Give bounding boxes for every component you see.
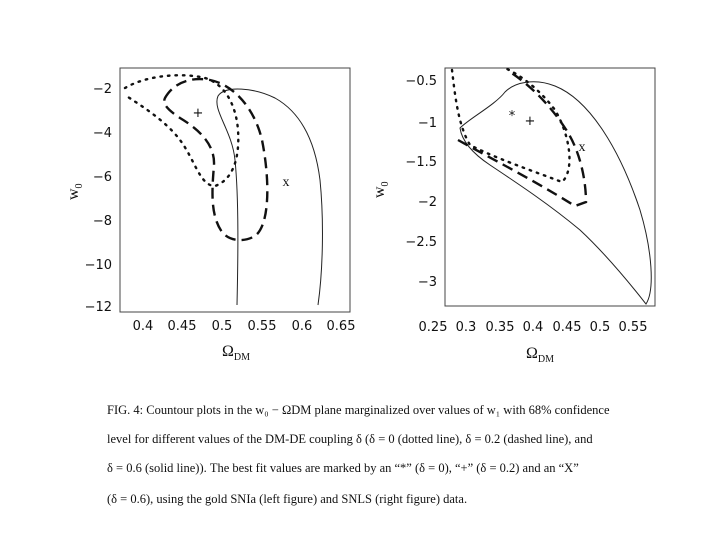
x-ticks: 0.4 0.45 0.5 0.55 0.6 0.65 xyxy=(133,319,356,334)
x-tick-label: 0.55 xyxy=(248,319,277,334)
x-axis-label: ΩDM xyxy=(222,343,250,363)
caption-line: FIG. 4: Countour plots in the w₀ − ΩDM p… xyxy=(107,403,610,417)
label-sub: DM xyxy=(234,352,250,363)
best-fit-marker: * xyxy=(509,109,516,124)
dotted-contour xyxy=(123,74,240,188)
y-tick-label: −4 xyxy=(93,126,112,141)
label-main: Ω xyxy=(222,343,234,360)
y-tick-label: −2 xyxy=(418,195,437,210)
x-tick-label: 0.45 xyxy=(553,320,582,335)
x-tick-label: 0.3 xyxy=(456,320,477,335)
y-tick-label: −3 xyxy=(418,275,437,290)
label-sub: 0 xyxy=(74,183,85,188)
x-tick-label: 0.4 xyxy=(523,320,544,335)
plot-frame xyxy=(119,67,351,313)
label-main: Ω xyxy=(526,345,538,362)
label-main: w xyxy=(65,188,82,200)
x-tick-label: 0.5 xyxy=(590,320,611,335)
label-main: w xyxy=(371,186,388,198)
x-tick-label: 0.65 xyxy=(327,319,356,334)
solid-contour xyxy=(459,81,652,305)
y-tick-label: −2.5 xyxy=(405,235,437,250)
caption-line: level for different values of the DM-DE … xyxy=(107,432,593,446)
x-tick-label: 0.25 xyxy=(419,320,448,335)
x-tick-label: 0.35 xyxy=(486,320,515,335)
left-plot: + x −2 −4 −6 −8 −10 −12 0.4 0.45 0.5 0.5… xyxy=(65,67,356,363)
y-tick-label: −0.5 xyxy=(405,74,437,89)
x-tick-label: 0.6 xyxy=(292,319,313,334)
y-tick-label: −2 xyxy=(93,82,112,97)
caption-line: (δ = 0.6), using the gold SNIa (left fig… xyxy=(107,492,467,506)
y-tick-label: −1.5 xyxy=(405,155,437,170)
label-sub: DM xyxy=(538,354,554,365)
y-tick-label: −10 xyxy=(85,258,112,273)
x-axis-label: ΩDM xyxy=(526,345,554,365)
y-axis-label: w0 xyxy=(371,181,391,198)
caption-line: δ = 0.6 (solid line)). The best fit valu… xyxy=(107,461,579,475)
y-ticks: −0.5 −1 −1.5 −2 −2.5 −3 xyxy=(405,74,437,290)
x-tick-label: 0.5 xyxy=(212,319,233,334)
caption: FIG. 4: Countour plots in the w₀ − ΩDM p… xyxy=(107,403,610,506)
y-tick-label: −8 xyxy=(93,214,112,229)
solid-contour xyxy=(216,88,323,306)
dashed-contour xyxy=(457,70,588,208)
best-fit-marker: + xyxy=(525,114,536,129)
best-fit-marker: + xyxy=(193,106,204,121)
y-tick-label: −12 xyxy=(85,300,112,315)
best-fit-marker: x xyxy=(283,175,290,190)
x-ticks: 0.25 0.3 0.35 0.4 0.45 0.5 0.55 xyxy=(419,320,648,335)
dotted-contour xyxy=(450,66,571,184)
x-tick-label: 0.45 xyxy=(168,319,197,334)
best-fit-marker: x xyxy=(579,140,586,155)
y-ticks: −2 −4 −6 −8 −10 −12 xyxy=(85,82,112,315)
y-axis-label: w0 xyxy=(65,183,85,200)
x-tick-label: 0.4 xyxy=(133,319,154,334)
label-sub: 0 xyxy=(380,181,391,186)
y-tick-label: −1 xyxy=(418,116,437,131)
dashed-contour xyxy=(163,77,269,242)
right-plot: * + x −0.5 −1 −1.5 −2 −2.5 −3 0.25 0.3 0… xyxy=(371,66,656,365)
y-tick-label: −6 xyxy=(93,170,112,185)
plot-frame xyxy=(444,67,656,307)
x-tick-label: 0.55 xyxy=(619,320,648,335)
